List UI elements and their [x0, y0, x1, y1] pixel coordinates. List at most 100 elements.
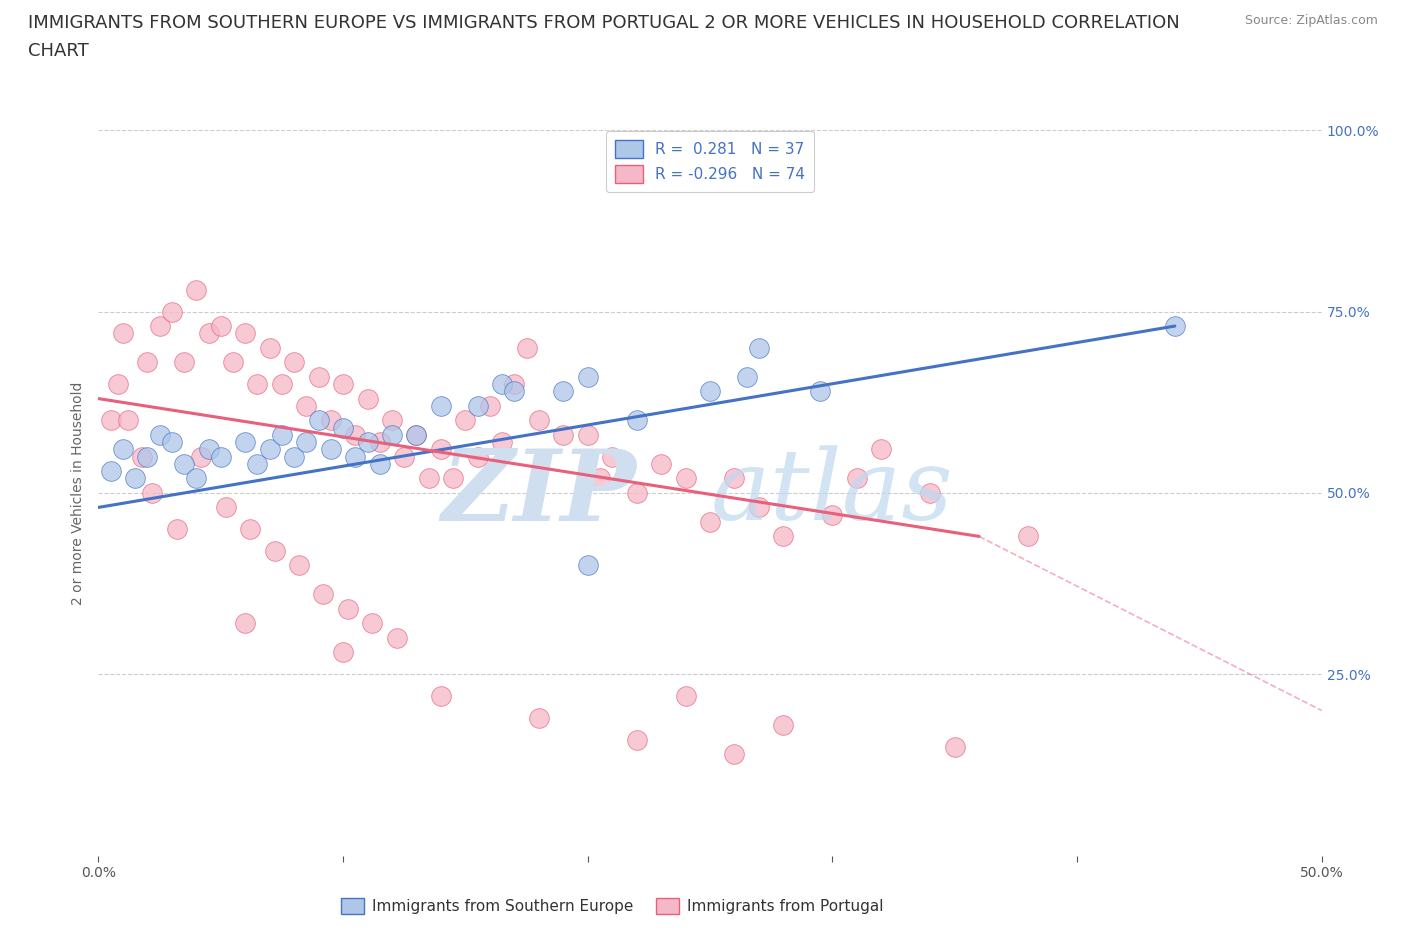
Point — [735, 369, 758, 384]
Point — [356, 434, 378, 449]
Point — [222, 355, 245, 370]
Text: ZIP: ZIP — [441, 445, 637, 541]
Point — [381, 428, 404, 443]
Point — [650, 457, 672, 472]
Point — [675, 688, 697, 703]
Point — [197, 442, 219, 457]
Point — [312, 587, 335, 602]
Text: atlas: atlas — [711, 445, 953, 540]
Point — [288, 558, 311, 573]
Point — [141, 485, 163, 500]
Point — [626, 485, 648, 500]
Point — [553, 428, 575, 443]
Point — [166, 522, 188, 537]
Point — [553, 384, 575, 399]
Point — [515, 340, 537, 355]
Text: Source: ZipAtlas.com: Source: ZipAtlas.com — [1244, 14, 1378, 27]
Point — [117, 413, 139, 428]
Point — [454, 413, 477, 428]
Legend: Immigrants from Southern Europe, Immigrants from Portugal: Immigrants from Southern Europe, Immigra… — [335, 892, 889, 921]
Point — [233, 326, 256, 340]
Text: CHART: CHART — [28, 42, 89, 60]
Point — [270, 428, 294, 443]
Point — [136, 449, 159, 464]
Point — [699, 384, 721, 399]
Point — [246, 457, 269, 472]
Point — [173, 355, 195, 370]
Point — [336, 602, 359, 617]
Point — [675, 471, 697, 485]
Point — [626, 732, 648, 747]
Point — [283, 355, 305, 370]
Point — [430, 442, 453, 457]
Point — [491, 434, 513, 449]
Point — [527, 413, 550, 428]
Point — [467, 449, 489, 464]
Point — [233, 434, 256, 449]
Point — [503, 377, 526, 392]
Text: IMMIGRANTS FROM SOUTHERN EUROPE VS IMMIGRANTS FROM PORTUGAL 2 OR MORE VEHICLES I: IMMIGRANTS FROM SOUTHERN EUROPE VS IMMIG… — [28, 14, 1180, 32]
Point — [186, 283, 208, 298]
Point — [186, 471, 208, 485]
Point — [441, 471, 464, 485]
Point — [845, 471, 868, 485]
Point — [491, 377, 513, 392]
Point — [478, 398, 501, 413]
Point — [308, 413, 330, 428]
Point — [295, 434, 318, 449]
Point — [100, 413, 122, 428]
Point — [344, 428, 367, 443]
Point — [233, 616, 256, 631]
Point — [270, 377, 294, 392]
Point — [107, 377, 129, 392]
Point — [295, 398, 318, 413]
Point — [283, 449, 305, 464]
Point — [430, 688, 453, 703]
Point — [381, 413, 404, 428]
Point — [368, 457, 391, 472]
Point — [173, 457, 195, 472]
Point — [319, 442, 342, 457]
Point — [589, 471, 612, 485]
Point — [239, 522, 262, 537]
Point — [190, 449, 212, 464]
Point — [124, 471, 146, 485]
Point — [356, 392, 378, 406]
Point — [259, 442, 281, 457]
Point — [808, 384, 831, 399]
Point — [1164, 319, 1187, 334]
Point — [920, 485, 942, 500]
Point — [259, 340, 281, 355]
Point — [576, 428, 599, 443]
Point — [263, 543, 285, 558]
Point — [131, 449, 153, 464]
Point — [100, 464, 122, 479]
Point — [723, 471, 745, 485]
Point — [576, 369, 599, 384]
Point — [418, 471, 440, 485]
Point — [209, 449, 232, 464]
Point — [392, 449, 416, 464]
Point — [344, 449, 367, 464]
Point — [699, 514, 721, 529]
Point — [160, 304, 183, 319]
Point — [430, 398, 453, 413]
Point — [772, 529, 794, 544]
Point — [332, 377, 354, 392]
Point — [361, 616, 384, 631]
Point — [748, 340, 770, 355]
Y-axis label: 2 or more Vehicles in Household: 2 or more Vehicles in Household — [72, 381, 86, 604]
Point — [368, 434, 391, 449]
Point — [467, 398, 489, 413]
Point — [626, 413, 648, 428]
Point — [576, 558, 599, 573]
Point — [149, 428, 172, 443]
Point — [111, 442, 134, 457]
Point — [332, 420, 354, 435]
Point — [821, 507, 844, 522]
Point — [748, 500, 770, 515]
Point — [600, 449, 623, 464]
Point — [160, 434, 183, 449]
Point — [149, 319, 172, 334]
Point — [214, 500, 236, 515]
